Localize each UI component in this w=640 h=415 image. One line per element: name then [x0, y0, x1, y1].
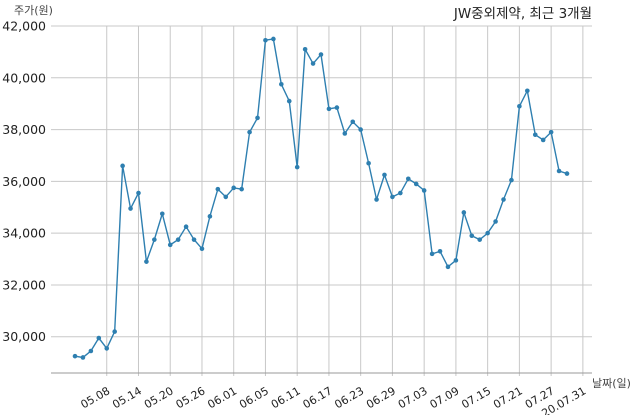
x-tick-label: 07.15 [459, 384, 493, 411]
data-point [342, 131, 348, 136]
data-point [532, 132, 538, 138]
data-point [247, 129, 252, 135]
x-axis-label: 날짜(일) [592, 376, 631, 390]
data-point [207, 214, 213, 219]
data-point [358, 127, 363, 132]
data-point [72, 353, 78, 359]
data-point [215, 186, 221, 192]
data-point [223, 194, 229, 200]
x-tick-label: 07.09 [428, 384, 462, 411]
y-tick-label: 40,000 [2, 70, 46, 85]
y-tick-label: 38,000 [2, 122, 46, 137]
data-point [310, 61, 316, 66]
data-point [80, 355, 86, 360]
data-point [477, 237, 483, 242]
x-tick-labels: 05.0805.1405.2005.2606.0106.0506.1106.17… [78, 384, 588, 415]
data-point [374, 197, 379, 202]
data-point [501, 197, 506, 202]
x-tick-label: 05.14 [110, 384, 144, 411]
data-point [255, 115, 260, 121]
x-tick-label: 06.23 [332, 384, 366, 411]
data-point [104, 346, 110, 351]
data-point [350, 119, 356, 125]
data-point [191, 237, 197, 242]
data-point [120, 163, 125, 169]
data-point [279, 81, 284, 87]
data-point [239, 186, 244, 192]
price-series-points [72, 36, 570, 360]
data-point [405, 176, 411, 182]
data-point [509, 177, 514, 183]
data-point [382, 172, 387, 178]
data-point [398, 190, 403, 196]
x-tick-label: 07.21 [491, 384, 525, 411]
data-point [485, 230, 490, 236]
data-point [437, 248, 443, 254]
y-tick-label: 34,000 [2, 226, 46, 241]
x-tick-label: 05.08 [78, 384, 112, 411]
x-tick-label: 05.26 [174, 384, 208, 411]
data-point [167, 242, 173, 248]
x-tick-label: 06.11 [269, 384, 303, 411]
data-point [564, 171, 570, 176]
data-point [144, 259, 149, 264]
chart-title: JW중외제약, 최근 3개월 [453, 6, 592, 22]
data-point [286, 98, 292, 104]
data-point [152, 237, 157, 242]
data-point [159, 211, 165, 217]
data-point [390, 194, 395, 200]
x-tick-label: 06.05 [237, 384, 271, 411]
price-series-line [74, 38, 568, 359]
data-point [112, 329, 117, 334]
data-point [453, 258, 459, 263]
data-point [271, 36, 276, 42]
data-point [96, 335, 102, 341]
data-point [413, 181, 419, 187]
y-tick-labels: 30,000 32,000 34,000 36,000 38,000 40,000 42,0… [2, 19, 46, 345]
data-point [326, 106, 332, 112]
data-point [88, 348, 94, 354]
data-point [461, 210, 467, 215]
x-tick-label: 05.20 [142, 384, 176, 411]
x-tick-label: 07.03 [396, 384, 430, 411]
data-point [421, 188, 427, 193]
y-axis-label: 주가(원) [14, 4, 53, 17]
data-point [183, 224, 189, 229]
y-tick-label: 36,000 [2, 174, 46, 189]
x-tick-label: 06.17 [301, 384, 335, 411]
data-point [540, 137, 546, 143]
data-point [429, 251, 435, 257]
data-point [294, 164, 300, 170]
data-point [231, 185, 237, 191]
data-point [263, 37, 268, 43]
data-point [366, 160, 371, 166]
y-tick-label: 32,000 [2, 277, 46, 292]
data-point [493, 219, 498, 224]
data-point [469, 233, 475, 239]
y-tick-label: 42,000 [2, 19, 46, 34]
grid [51, 25, 592, 376]
x-tick-label: 06.29 [364, 384, 398, 411]
data-point [525, 88, 530, 94]
data-point [334, 105, 340, 110]
data-point [128, 206, 133, 211]
data-point [318, 52, 324, 57]
x-tick-label: 06.01 [205, 384, 239, 411]
data-point [556, 168, 562, 174]
data-point [175, 237, 181, 242]
data-point [548, 129, 554, 135]
data-point [199, 246, 205, 251]
data-point [445, 264, 451, 270]
data-point [517, 103, 522, 109]
y-tick-label: 30,000 [2, 329, 46, 344]
data-point [302, 47, 308, 52]
data-point [136, 190, 141, 196]
